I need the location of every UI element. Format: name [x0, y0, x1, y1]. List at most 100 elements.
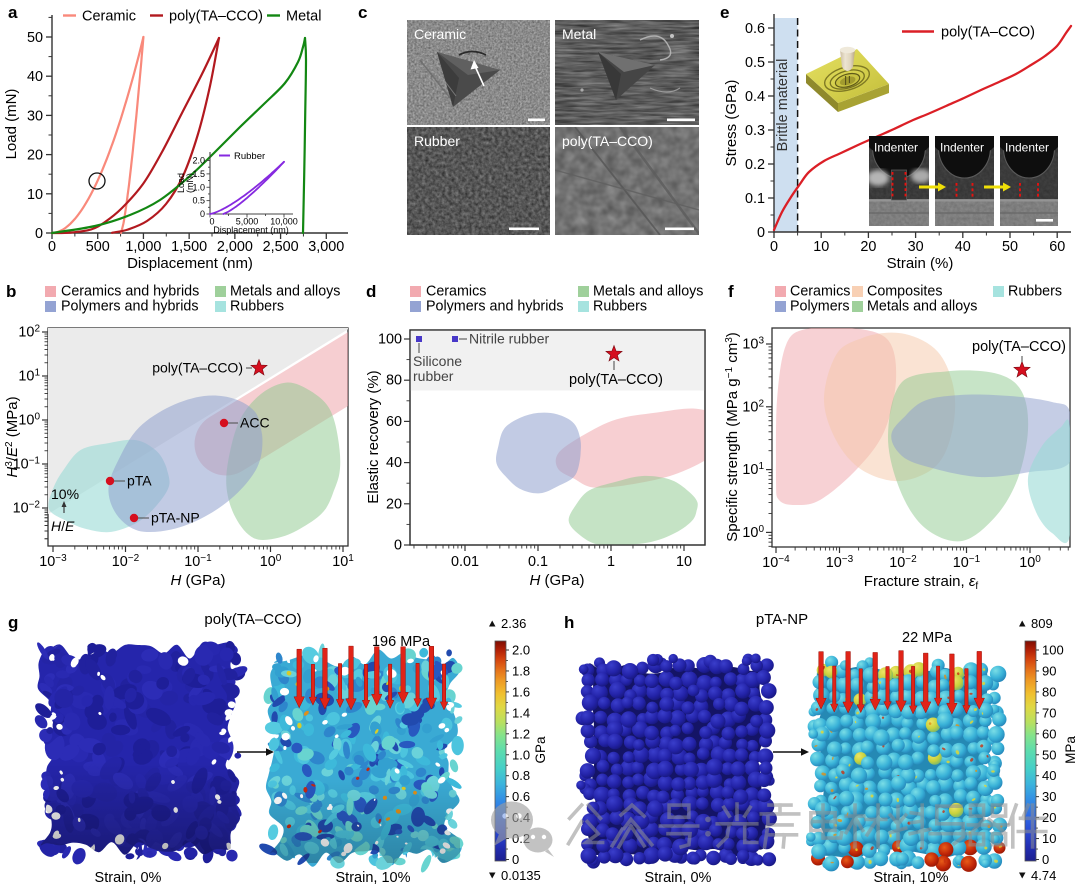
svg-text:809: 809: [1031, 616, 1053, 631]
svg-text:1.0: 1.0: [512, 747, 530, 762]
svg-text:2.0: 2.0: [512, 643, 530, 658]
svg-text:2,500: 2,500: [263, 239, 299, 255]
svg-text:20: 20: [1042, 810, 1056, 825]
svg-text:f: f: [728, 282, 734, 301]
svg-text:Metal: Metal: [562, 26, 596, 42]
svg-text:1.4: 1.4: [512, 705, 530, 720]
svg-text:0: 0: [512, 852, 519, 867]
svg-text:60: 60: [1042, 726, 1056, 741]
svg-text:Metal: Metal: [286, 9, 321, 25]
svg-text:poly(TA–CCO): poly(TA–CCO): [562, 133, 653, 149]
svg-text:Brittle material: Brittle material: [775, 59, 791, 152]
svg-text:100: 100: [1042, 643, 1064, 658]
svg-text:Load (mN): Load (mN): [3, 89, 20, 160]
svg-text:0: 0: [209, 217, 214, 227]
svg-text:1.8: 1.8: [512, 663, 530, 678]
svg-text:Nitrile rubber: Nitrile rubber: [469, 331, 549, 347]
svg-text:50: 50: [1002, 239, 1018, 255]
svg-text:Ceramics and hybrids: Ceramics and hybrids: [61, 284, 199, 300]
svg-text:MPa: MPa: [1063, 736, 1078, 764]
svg-text:20: 20: [860, 239, 876, 255]
svg-text:Rubber: Rubber: [234, 151, 265, 162]
svg-text:22 MPa: 22 MPa: [902, 630, 953, 646]
svg-text:poly(TA–CCO): poly(TA–CCO): [569, 372, 663, 388]
svg-text:Polymers and hybrids: Polymers and hybrids: [426, 299, 563, 315]
svg-text:Polymers: Polymers: [790, 299, 850, 315]
svg-text:0.4: 0.4: [745, 89, 765, 105]
svg-text:0.5: 0.5: [192, 196, 205, 206]
svg-text:poly(TA–CCO): poly(TA–CCO): [169, 9, 263, 25]
svg-text:b: b: [6, 282, 16, 301]
svg-text:80: 80: [386, 373, 402, 389]
svg-text:Rubbers: Rubbers: [1008, 284, 1062, 300]
svg-text:30: 30: [908, 239, 924, 255]
svg-text:Displacement (nm): Displacement (nm): [127, 255, 253, 272]
svg-text:50: 50: [1042, 747, 1056, 762]
svg-text:5,000: 5,000: [236, 217, 259, 227]
svg-text:poly(TA–CCO): poly(TA–CCO): [152, 360, 243, 376]
svg-text:poly(TA–CCO): poly(TA–CCO): [941, 25, 1035, 41]
svg-text:Rubber: Rubber: [414, 133, 460, 149]
svg-text:20: 20: [386, 496, 402, 512]
svg-text:Metals and alloys: Metals and alloys: [230, 284, 340, 300]
svg-text:500: 500: [86, 239, 110, 255]
svg-text:70: 70: [1042, 705, 1056, 720]
svg-text:60: 60: [386, 414, 402, 430]
svg-text:1.6: 1.6: [512, 684, 530, 699]
svg-text:Indenter: Indenter: [874, 141, 918, 155]
svg-text:0.6: 0.6: [745, 21, 765, 37]
svg-text:d: d: [366, 282, 376, 301]
svg-text:e: e: [720, 3, 729, 22]
svg-text:0.5: 0.5: [745, 55, 765, 71]
svg-text:0: 0: [200, 209, 205, 219]
svg-text:0: 0: [48, 239, 56, 255]
svg-text:Composites: Composites: [867, 284, 943, 300]
svg-text:H/E: H/E: [51, 518, 75, 534]
svg-text:2,000: 2,000: [217, 239, 253, 255]
svg-text:1.0: 1.0: [192, 182, 205, 192]
svg-text:60: 60: [1049, 239, 1065, 255]
svg-text:g: g: [8, 613, 18, 632]
svg-text:0: 0: [757, 225, 765, 241]
svg-text:1: 1: [607, 554, 615, 570]
svg-text:0.01: 0.01: [451, 554, 479, 570]
svg-text:Displacement (nm): Displacement (nm): [213, 225, 289, 235]
svg-text:0.1: 0.1: [745, 191, 765, 207]
svg-text:c: c: [358, 3, 367, 22]
svg-text:0.6: 0.6: [512, 789, 530, 804]
svg-text:(mN): (mN): [185, 173, 195, 193]
svg-text:Metals and alloys: Metals and alloys: [593, 284, 703, 300]
svg-text:ACC: ACC: [240, 415, 270, 431]
svg-text:10: 10: [813, 239, 829, 255]
svg-text:100: 100: [378, 332, 402, 348]
svg-text:0: 0: [770, 239, 778, 255]
svg-text:Load: Load: [176, 173, 186, 193]
svg-text:80: 80: [1042, 684, 1056, 699]
svg-text:Strain, 0%: Strain, 0%: [95, 870, 162, 886]
svg-text:0.2: 0.2: [745, 157, 765, 173]
svg-text:0.8: 0.8: [512, 768, 530, 783]
svg-text:0: 0: [394, 538, 402, 554]
svg-text:H (GPa): H (GPa): [170, 572, 225, 589]
svg-text:pTA-NP: pTA-NP: [151, 510, 200, 526]
svg-text:0.3: 0.3: [745, 123, 765, 139]
svg-text:Polymers and hybrids: Polymers and hybrids: [61, 299, 198, 315]
svg-text:Ceramic: Ceramic: [414, 26, 466, 42]
svg-text:poly(TA–CCO): poly(TA–CCO): [204, 611, 301, 628]
svg-text:h: h: [564, 613, 574, 632]
svg-text:Silicone: Silicone: [413, 353, 462, 369]
svg-text:196 MPa: 196 MPa: [372, 634, 431, 650]
svg-text:Indenter: Indenter: [940, 141, 984, 155]
svg-text:H3/E2 (MPa): H3/E2 (MPa): [4, 396, 21, 477]
svg-text:1,500: 1,500: [171, 239, 207, 255]
svg-text:a: a: [8, 3, 18, 22]
svg-text:Ceramics: Ceramics: [790, 284, 850, 300]
svg-text:Rubbers: Rubbers: [230, 299, 284, 315]
svg-text:30: 30: [27, 108, 43, 124]
svg-text:10,000: 10,000: [270, 217, 298, 227]
svg-text:1.2: 1.2: [512, 726, 530, 741]
svg-text:0.0135: 0.0135: [501, 868, 541, 883]
svg-text:pTA-NP: pTA-NP: [756, 611, 808, 628]
svg-text:40: 40: [955, 239, 971, 255]
svg-text:40: 40: [386, 455, 402, 471]
